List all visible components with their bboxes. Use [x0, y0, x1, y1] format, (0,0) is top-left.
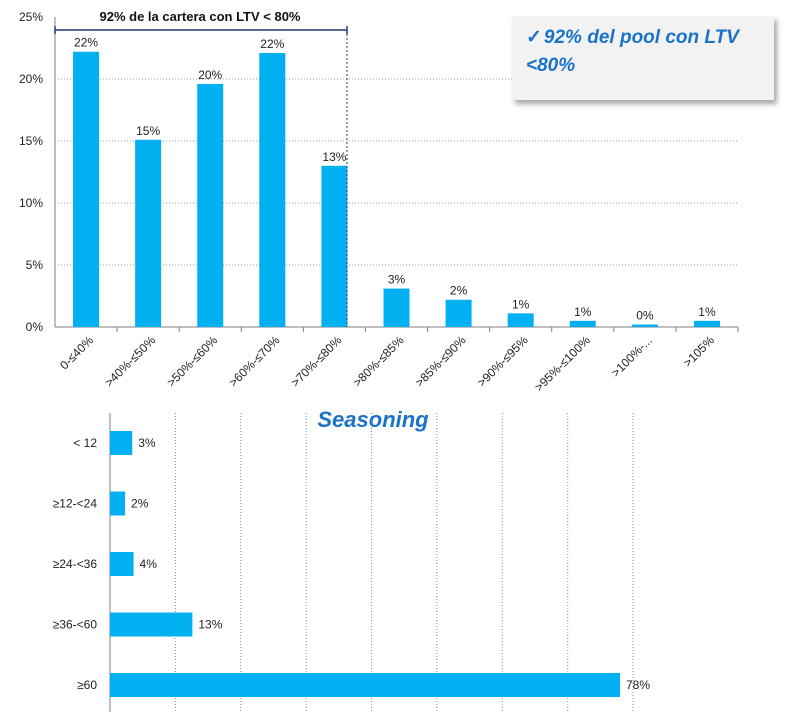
x-tick-label: >100%-...: [609, 333, 655, 379]
data-label: 13%: [322, 150, 346, 164]
bar: [110, 612, 193, 637]
ltv-bracket: [54, 26, 348, 327]
data-label: 22%: [260, 37, 284, 51]
bar: [445, 299, 472, 327]
category-label: ≥36-<60: [53, 618, 98, 632]
x-tick-label: 0-≤40%: [57, 333, 96, 372]
data-label: 2%: [131, 497, 149, 511]
data-label: 13%: [198, 618, 222, 632]
y-tick-label: 20%: [19, 72, 43, 86]
data-label: 1%: [512, 297, 530, 311]
bar: [383, 288, 410, 327]
x-tick-label: >70%-≤80%: [288, 333, 345, 390]
data-label: 1%: [574, 305, 592, 319]
category-label: < 12: [73, 436, 97, 450]
data-label: 1%: [698, 305, 716, 319]
x-tick-label: >80%-≤85%: [350, 333, 407, 390]
bar: [110, 431, 133, 455]
bar: [321, 165, 348, 327]
x-tick-label: >90%-≤95%: [474, 333, 531, 390]
ltv-annotation: 92% de la cartera con LTV < 80%: [100, 9, 301, 24]
x-tick-label: >95%-≤100%: [532, 333, 593, 394]
bar: [110, 491, 126, 516]
callout-box: ✓ 92% del pool con LTV <80%: [512, 16, 774, 100]
x-tick-label: >50%-≤60%: [164, 333, 221, 390]
bar: [631, 324, 658, 327]
bar: [110, 552, 134, 576]
y-tick-label: 25%: [19, 10, 43, 24]
data-label: 2%: [450, 284, 468, 298]
seasoning-title: Seasoning: [317, 407, 429, 432]
data-label: 0%: [636, 309, 654, 323]
category-label: ≥24-<36: [53, 557, 98, 571]
bar: [73, 51, 100, 327]
data-label: 15%: [136, 124, 160, 138]
seasoning-chart: Seasoning 3% 2% 4% 13% 78% < 12 ≥12-<24 ≥24-<3…: [53, 407, 650, 712]
bar: [507, 313, 534, 327]
data-label: 4%: [140, 557, 158, 571]
category-label: ≥12-<24: [53, 497, 98, 511]
callout-text: 92% del pool con LTV <80%: [526, 27, 739, 76]
y-tick-label: 0%: [26, 320, 44, 334]
data-label: 78%: [626, 678, 650, 692]
bar: [569, 320, 596, 327]
data-label: 3%: [388, 273, 406, 287]
bar: [693, 320, 720, 327]
category-label: ≥60: [77, 678, 97, 692]
y-tick-label: 10%: [19, 196, 43, 210]
bar: [135, 139, 162, 327]
x-tick-label: >85%-≤90%: [412, 333, 469, 390]
y-tick-label: 15%: [19, 134, 43, 148]
bar: [197, 83, 224, 328]
x-tick-label: >105%: [681, 333, 718, 370]
y-tick-label: 5%: [26, 258, 44, 272]
check-icon: ✓: [526, 27, 542, 48]
x-tick-label: >60%-≤70%: [226, 333, 283, 390]
data-label: 22%: [74, 36, 98, 50]
bar: [259, 52, 286, 328]
data-label: 3%: [138, 436, 156, 450]
x-tick-label: >40%-≤50%: [102, 333, 159, 390]
bar: [110, 673, 620, 697]
data-label: 20%: [198, 68, 222, 82]
